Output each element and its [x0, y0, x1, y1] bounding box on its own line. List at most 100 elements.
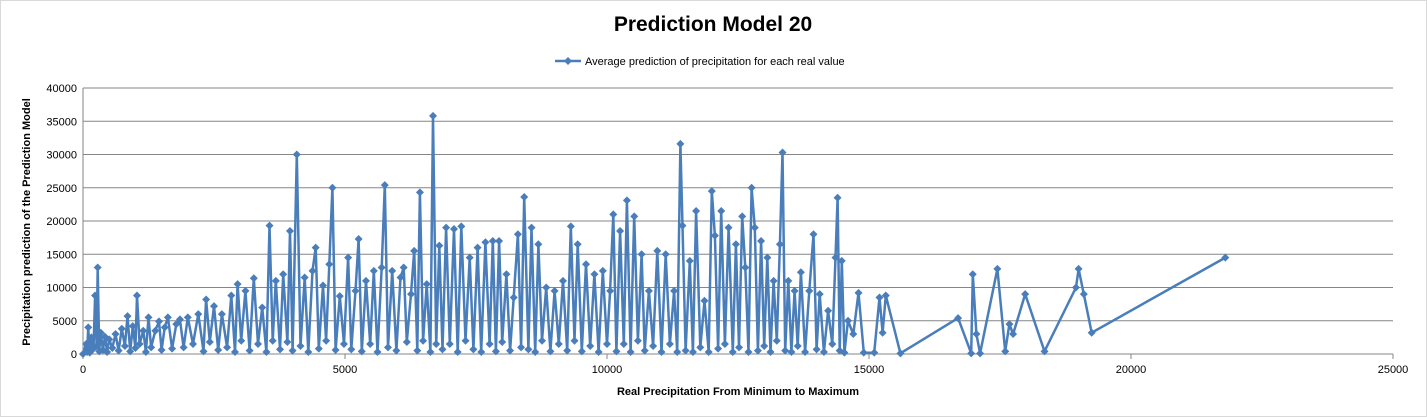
data-point	[477, 348, 486, 357]
data-point	[442, 223, 451, 232]
data-point	[1071, 283, 1080, 292]
data-point	[753, 346, 762, 355]
data-point	[554, 340, 563, 349]
data-point	[453, 348, 462, 357]
data-point	[91, 291, 100, 300]
data-point	[824, 306, 833, 315]
data-point	[681, 346, 690, 355]
data-point	[696, 343, 705, 352]
y-tick-label: 10000	[46, 283, 77, 295]
data-point	[692, 207, 701, 216]
data-point	[144, 313, 153, 322]
data-point	[498, 338, 507, 347]
data-point	[524, 345, 533, 354]
y-tick-label: 25000	[46, 183, 77, 195]
data-point	[896, 349, 905, 358]
data-point	[473, 243, 482, 252]
data-point	[383, 343, 392, 352]
data-point	[117, 324, 126, 333]
data-point	[410, 246, 419, 255]
data-point	[407, 290, 416, 299]
data-point	[550, 286, 559, 295]
data-point	[502, 270, 511, 279]
data-point	[707, 187, 716, 196]
data-point	[954, 314, 963, 323]
y-tick-label: 30000	[46, 150, 77, 162]
data-point	[854, 288, 863, 297]
y-tick-label: 0	[71, 349, 77, 361]
data-point	[724, 223, 733, 232]
data-point	[778, 148, 787, 157]
data-point	[172, 320, 181, 329]
data-point	[366, 340, 375, 349]
data-point	[322, 336, 331, 345]
data-point	[245, 346, 254, 355]
x-tick-label: 25000	[1378, 364, 1409, 376]
data-point	[1021, 290, 1030, 299]
data-point	[183, 313, 192, 322]
data-point	[881, 291, 890, 300]
data-point	[744, 348, 753, 357]
data-point	[488, 236, 497, 245]
data-point	[1009, 330, 1018, 339]
data-point	[445, 340, 454, 349]
data-point	[402, 338, 411, 347]
data-point	[373, 348, 382, 357]
x-tick-label: 10000	[592, 364, 623, 376]
data-point	[131, 344, 140, 353]
data-point	[93, 263, 102, 272]
data-point	[741, 263, 750, 272]
data-point	[111, 330, 120, 339]
data-point	[461, 336, 470, 345]
data-point	[546, 347, 555, 356]
data-point	[769, 276, 778, 285]
data-point	[784, 276, 793, 285]
data-point	[849, 330, 858, 339]
data-point	[413, 346, 422, 355]
data-point	[809, 230, 818, 239]
data-point	[704, 348, 713, 357]
data-point	[308, 266, 317, 275]
data-point	[717, 207, 726, 216]
data-point	[230, 348, 239, 357]
y-tick-label: 40000	[46, 83, 77, 95]
data-point	[276, 345, 285, 354]
data-point	[603, 340, 611, 349]
data-point	[415, 188, 424, 197]
data-point	[665, 340, 674, 349]
data-point	[509, 293, 518, 302]
data-point	[534, 240, 543, 249]
data-point	[558, 276, 567, 285]
data-point	[426, 348, 435, 357]
x-axis-title: Real Precipitation From Minimum to Maxim…	[617, 386, 859, 398]
data-point	[369, 266, 378, 275]
data-point	[429, 111, 438, 120]
data-point	[673, 348, 682, 357]
data-point	[296, 342, 305, 351]
plot-area	[79, 111, 1230, 358]
data-point	[1079, 290, 1088, 299]
data-point	[520, 193, 529, 202]
data-point	[653, 246, 662, 255]
data-point	[612, 347, 621, 356]
data-point	[135, 340, 144, 349]
data-point	[285, 226, 294, 235]
data-point	[435, 241, 444, 250]
data-point	[103, 348, 112, 357]
data-point	[132, 291, 141, 300]
data-point	[361, 276, 370, 285]
data-point	[766, 348, 775, 357]
data-point	[96, 328, 105, 337]
legend-marker	[564, 57, 572, 65]
data-point	[491, 347, 500, 356]
gridlines	[82, 87, 1394, 359]
data-point	[449, 224, 458, 233]
data-point	[311, 243, 320, 252]
data-point	[968, 270, 977, 279]
y-axis-title: Precipitation prediction of the Predicti…	[21, 98, 33, 346]
data-point	[622, 196, 631, 205]
data-point	[859, 348, 868, 357]
data-point	[179, 343, 188, 352]
data-point	[392, 346, 401, 355]
data-point	[380, 181, 389, 190]
